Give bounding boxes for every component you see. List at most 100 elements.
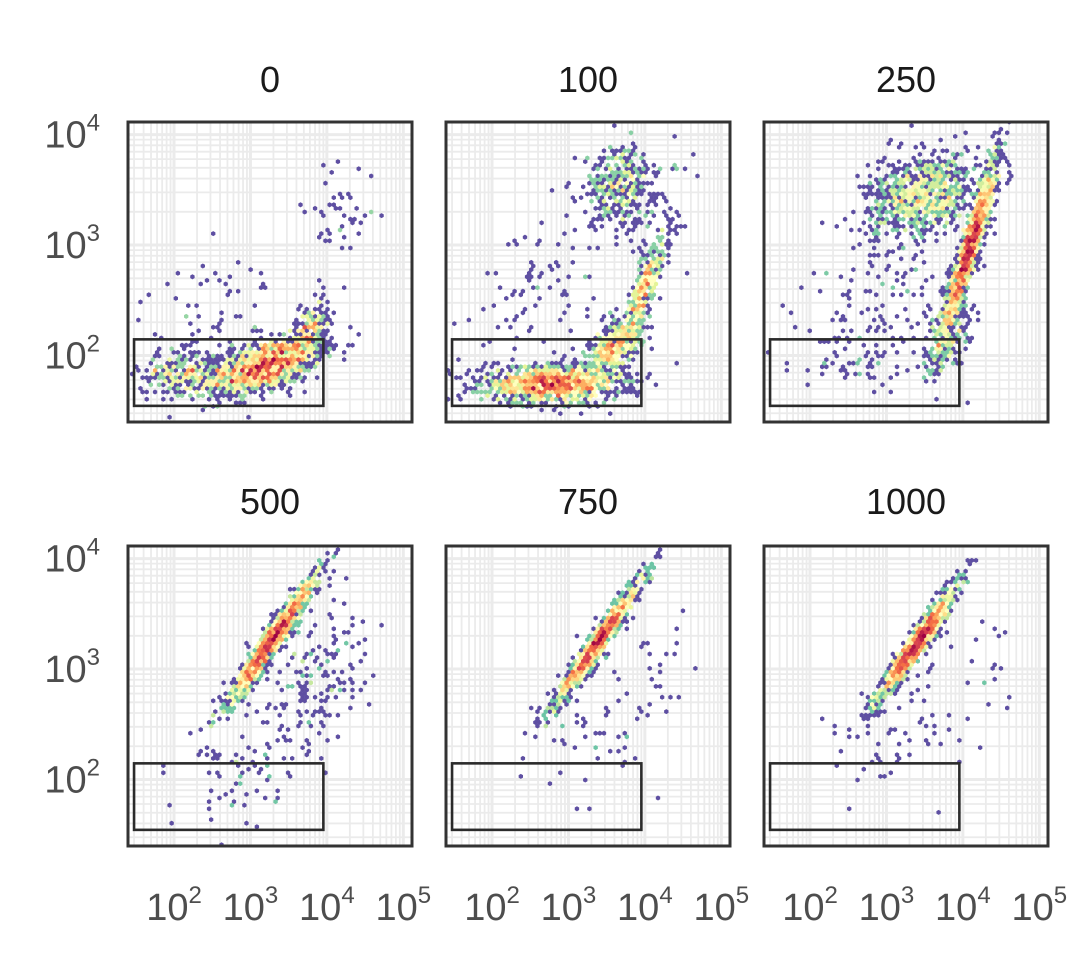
hexbin-cell: [533, 303, 538, 309]
hexbin-cell: [229, 694, 235, 700]
hexbin-cell: [641, 288, 646, 294]
hexbin-cell: [229, 788, 235, 794]
hexbin-cell: [310, 324, 316, 330]
hexbin-cell: [626, 155, 632, 161]
hexbin-cell: [984, 195, 989, 201]
hexbin-cell: [279, 342, 284, 348]
hexbin-cell: [583, 676, 588, 682]
hexbin-cell: [610, 364, 615, 370]
hexbin-cell: [310, 568, 316, 574]
panel-title: 100: [558, 59, 618, 100]
hexbin-cell: [287, 615, 293, 621]
hexbin-cell: [314, 331, 320, 337]
hexbin-cell: [587, 223, 592, 229]
hexbin-cell: [564, 680, 569, 686]
hexbin-cell: [159, 371, 164, 377]
hexbin-cell: [350, 615, 355, 621]
hexbin-cell: [626, 328, 632, 334]
hexbin-cell: [628, 209, 634, 215]
hexbin-cell: [553, 698, 559, 704]
hexbin-cell: [535, 378, 540, 384]
hexbin-cell: [570, 683, 575, 689]
hexbin-cell: [909, 691, 914, 697]
hexbin-cell: [944, 148, 950, 154]
hexbin-cell: [936, 313, 941, 319]
hexbin-cell: [942, 310, 948, 316]
hexbin-cell: [242, 364, 247, 370]
hexbin-cell: [905, 662, 910, 668]
hexbin-cell: [630, 579, 636, 585]
hexbin-cell: [953, 357, 958, 363]
hexbin-cell: [930, 324, 935, 330]
panel-border: [126, 120, 414, 424]
hexbin-cell: [659, 256, 665, 262]
hexbin-cell: [632, 223, 638, 229]
hexbin-cell: [279, 371, 284, 377]
hexbin-cell: [630, 177, 636, 183]
hexbin-cell: [184, 357, 189, 363]
hexbin-cell: [233, 385, 239, 391]
hexbin-cell: [310, 360, 316, 366]
hexbin-cell: [963, 303, 968, 309]
hexbin-cell: [601, 191, 607, 197]
x-tick-label: 102: [464, 882, 520, 929]
hexbin-cell: [639, 328, 644, 334]
hexbin-cell: [581, 673, 586, 679]
hexbin-cell: [231, 705, 237, 711]
hexbin-cell: [953, 256, 958, 262]
hexbin-cell: [323, 712, 328, 718]
hexbin-cell: [647, 371, 652, 377]
hexbin-cell: [512, 317, 517, 323]
hexbin-cell: [901, 655, 906, 661]
hexbin-cell: [348, 216, 353, 222]
hexbin-cell: [932, 177, 937, 183]
hexbin-cell: [975, 223, 981, 229]
hexbin-cell: [886, 249, 891, 255]
hexbin-cell: [899, 665, 904, 671]
hexbin-cell: [250, 357, 255, 363]
hexbin-cell: [865, 730, 871, 736]
hexbin-cell: [506, 364, 511, 370]
hexbin-cell: [965, 400, 970, 406]
hexbin-cell: [287, 357, 293, 363]
hexbin-cell: [487, 389, 492, 395]
hexbin-cell: [888, 683, 893, 689]
hexbin-cell: [233, 680, 239, 686]
hexbin-cell: [556, 385, 561, 391]
hexbin-cell: [217, 752, 222, 758]
hexbin-cell: [533, 367, 538, 373]
hexbin-cell: [578, 382, 584, 388]
hexbin-cell: [173, 382, 178, 388]
hexbin-cell: [899, 198, 904, 204]
hexbin-cell: [348, 245, 353, 251]
hexbin-cell: [296, 349, 301, 355]
hexbin-cell: [250, 651, 255, 657]
hexbin-cell: [566, 698, 571, 704]
hexbin-cell: [292, 357, 297, 363]
hexbin-cell: [298, 367, 303, 373]
hexbin-cell: [971, 252, 977, 258]
hexbin-cell: [953, 213, 958, 219]
hexbin-cell: [890, 184, 896, 190]
hexbin-cell: [980, 209, 985, 215]
hexbin-cell: [581, 393, 586, 399]
hexbin-cell: [290, 367, 295, 373]
hexbin-cell: [186, 382, 191, 388]
hexbin-cell: [867, 209, 873, 215]
hexbin-cell: [940, 364, 945, 370]
hexbin-cell: [314, 375, 320, 381]
hexbin-cell: [252, 303, 257, 309]
hexbin-cell: [645, 252, 650, 258]
hexbin-cell: [884, 173, 889, 179]
hexbin-cell: [603, 655, 609, 661]
hexbin-cell: [233, 752, 239, 758]
hexbin-cell: [653, 202, 659, 208]
hexbin-cell: [622, 169, 627, 175]
hexbin-cell: [547, 371, 553, 377]
hexbin-cell: [867, 705, 873, 711]
hexbin-cell: [302, 597, 307, 603]
hexbin-cell: [876, 238, 881, 244]
hexbin-cell: [614, 177, 619, 183]
hexbin-cell: [876, 209, 881, 215]
